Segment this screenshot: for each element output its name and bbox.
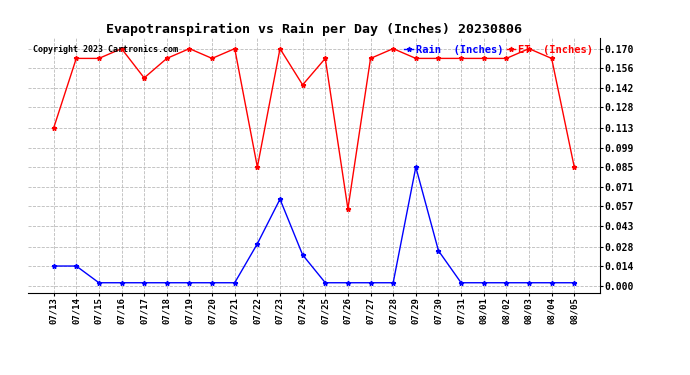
ET  (Inches) [434, 56, 442, 61]
Rain  (Inches) [570, 280, 578, 285]
ET  (Inches) [525, 46, 533, 51]
Rain  (Inches) [480, 280, 488, 285]
Rain  (Inches) [434, 249, 442, 253]
Rain  (Inches) [186, 280, 194, 285]
Rain  (Inches) [457, 280, 465, 285]
ET  (Inches) [366, 56, 375, 61]
Text: Copyright 2023 Cartronics.com: Copyright 2023 Cartronics.com [33, 45, 178, 54]
ET  (Inches) [480, 56, 488, 61]
ET  (Inches) [344, 207, 352, 211]
ET  (Inches) [253, 165, 262, 170]
Rain  (Inches) [117, 280, 126, 285]
Rain  (Inches) [389, 280, 397, 285]
Rain  (Inches) [276, 197, 284, 201]
Legend: Rain  (Inches), ET  (Inches): Rain (Inches), ET (Inches) [402, 43, 595, 57]
ET  (Inches) [117, 46, 126, 51]
Rain  (Inches) [253, 242, 262, 246]
ET  (Inches) [570, 165, 578, 170]
ET  (Inches) [163, 56, 171, 61]
Rain  (Inches) [547, 280, 555, 285]
Rain  (Inches) [50, 264, 58, 268]
Rain  (Inches) [72, 264, 81, 268]
Rain  (Inches) [366, 280, 375, 285]
Rain  (Inches) [525, 280, 533, 285]
Rain  (Inches) [321, 280, 329, 285]
Rain  (Inches) [299, 253, 307, 257]
ET  (Inches) [321, 56, 329, 61]
ET  (Inches) [547, 56, 555, 61]
ET  (Inches) [457, 56, 465, 61]
Line: ET  (Inches): ET (Inches) [51, 46, 577, 211]
ET  (Inches) [50, 126, 58, 130]
Rain  (Inches) [140, 280, 148, 285]
Rain  (Inches) [95, 280, 103, 285]
ET  (Inches) [412, 56, 420, 61]
Title: Evapotranspiration vs Rain per Day (Inches) 20230806: Evapotranspiration vs Rain per Day (Inch… [106, 23, 522, 36]
ET  (Inches) [299, 82, 307, 87]
ET  (Inches) [186, 46, 194, 51]
ET  (Inches) [389, 46, 397, 51]
ET  (Inches) [502, 56, 511, 61]
ET  (Inches) [208, 56, 216, 61]
Rain  (Inches) [230, 280, 239, 285]
ET  (Inches) [95, 56, 103, 61]
Rain  (Inches) [163, 280, 171, 285]
ET  (Inches) [276, 46, 284, 51]
Rain  (Inches) [412, 165, 420, 170]
Rain  (Inches) [344, 280, 352, 285]
ET  (Inches) [230, 46, 239, 51]
Line: Rain  (Inches): Rain (Inches) [51, 165, 577, 285]
Rain  (Inches) [502, 280, 511, 285]
Rain  (Inches) [208, 280, 216, 285]
ET  (Inches) [72, 56, 81, 61]
ET  (Inches) [140, 76, 148, 80]
